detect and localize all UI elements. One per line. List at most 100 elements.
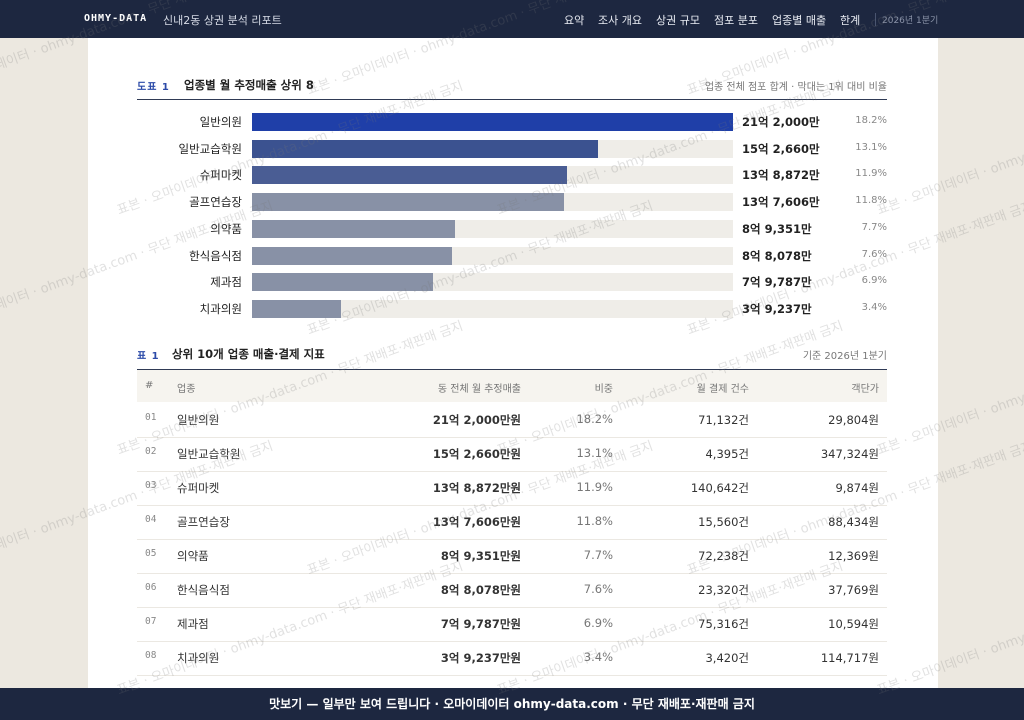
table-cell: 6.9% xyxy=(583,616,613,630)
nav-link[interactable]: 요약 xyxy=(564,14,585,27)
report-title: 신내2동 상권 분석 리포트 xyxy=(163,14,282,27)
bar xyxy=(252,139,599,158)
table-cell: 71,132건 xyxy=(698,413,749,427)
bar-value: 13억 7,606만 xyxy=(742,195,820,210)
table-cell: 일반의원 xyxy=(177,413,220,427)
table-cell: 3억 9,237만원 xyxy=(440,651,521,665)
table-cell: 08 xyxy=(145,650,157,661)
table-cell: 13억 8,872만원 xyxy=(432,481,521,495)
bar xyxy=(252,246,452,265)
bar xyxy=(252,299,342,318)
table-cell: 12,369원 xyxy=(828,549,879,563)
period: 2026년 1분기 xyxy=(875,13,938,26)
bar-share: 7.6% xyxy=(861,248,887,260)
table-cell: 4,395건 xyxy=(705,447,749,461)
row-line xyxy=(137,641,887,642)
nav-link[interactable]: 점포 분포 xyxy=(714,14,758,27)
table-cell: 3.4% xyxy=(583,650,613,664)
bar-value: 3억 9,237만 xyxy=(742,301,812,316)
table-cell: 3,420건 xyxy=(705,651,749,665)
table-cell: 15억 2,660만원 xyxy=(432,447,521,461)
bar-track xyxy=(252,299,733,318)
bar-label: 치과의원 xyxy=(199,301,242,316)
bar-share: 6.9% xyxy=(861,275,887,287)
bar-value: 21억 2,000만 xyxy=(742,115,820,129)
table-cell: 한식음식점 xyxy=(177,583,230,597)
bar-share: 13.1% xyxy=(855,141,887,153)
table-cell: 21억 2,000만원 xyxy=(432,413,521,427)
bar xyxy=(252,273,434,292)
bar xyxy=(252,219,455,238)
table-cell: 치과의원 xyxy=(177,651,220,665)
bar-label: 골프연습장 xyxy=(189,195,242,210)
column-header: 동 전체 월 추정매출 xyxy=(437,384,521,395)
table-cell: 06 xyxy=(145,582,157,593)
table-cell: 11.8% xyxy=(576,514,613,528)
table-rule xyxy=(137,369,887,370)
bar-label: 제과점 xyxy=(210,275,242,290)
column-header: # xyxy=(145,380,154,391)
row-line xyxy=(137,539,887,540)
row-line xyxy=(137,505,887,506)
nav-link[interactable]: 업종별 매출 xyxy=(772,14,827,27)
bar-label: 슈퍼마켓 xyxy=(199,168,242,183)
column-header: 업종 xyxy=(177,384,196,395)
bar-label: 의약품 xyxy=(210,221,242,236)
column-header: 비중 xyxy=(594,384,613,395)
bar-share: 18.2% xyxy=(855,115,887,126)
top-nav: OHMY-DATA 신내2동 상권 분석 리포트 요약 조사 개요 상권 규모 점포 … xyxy=(0,0,1024,38)
table-cell: 05 xyxy=(145,548,157,559)
figure-title: 업종별 월 추정매출 상위 8 xyxy=(184,78,314,92)
table-cell: 347,324원 xyxy=(820,447,879,461)
table-cell: 114,717원 xyxy=(820,651,879,665)
table-cell: 75,316건 xyxy=(698,617,749,631)
row-line xyxy=(137,607,887,608)
table-cell: 37,769원 xyxy=(828,583,879,597)
nav-link[interactable]: 상권 규모 xyxy=(656,14,700,27)
row-line xyxy=(137,437,887,438)
table-cell: 제과점 xyxy=(177,617,209,631)
bar xyxy=(252,193,565,212)
row-line xyxy=(137,471,887,472)
bar-share: 11.8% xyxy=(855,195,887,207)
table-number: 표 1 xyxy=(137,351,160,362)
brand[interactable]: OHMY-DATA xyxy=(84,13,148,24)
table-cell: 01 xyxy=(145,412,157,423)
nav-link[interactable]: 조사 개요 xyxy=(598,14,642,27)
table-cell: 72,238건 xyxy=(698,549,749,563)
table-cell: 7억 9,787만원 xyxy=(440,617,521,631)
column-header: 월 결제 건수 xyxy=(696,384,749,395)
table-cell: 88,434원 xyxy=(828,515,879,529)
table-cell: 07 xyxy=(145,616,157,627)
bar-value: 15억 2,660만 xyxy=(742,141,820,156)
figure-note: 업종 전체 점포 합계 · 막대는 1위 대비 비율 xyxy=(704,82,887,93)
table-cell: 8억 9,351만원 xyxy=(440,549,521,563)
table-cell: 골프연습장 xyxy=(177,515,230,529)
figure-rule xyxy=(137,99,887,100)
bar-share: 3.4% xyxy=(861,301,887,313)
table-cell: 7.7% xyxy=(583,548,613,562)
bar-label: 일반교습학원 xyxy=(178,141,242,156)
bar-label: 한식음식점 xyxy=(189,248,242,263)
table-note: 기준 2026년 1분기 xyxy=(802,351,887,362)
header-bg xyxy=(137,370,887,402)
bar-value: 8억 9,351만 xyxy=(742,221,812,236)
table-cell: 의약품 xyxy=(177,549,209,563)
table-cell: 02 xyxy=(145,446,157,457)
figure-number: 도표 1 xyxy=(137,82,170,93)
table-cell: 슈퍼마켓 xyxy=(177,481,220,495)
table-cell: 13.1% xyxy=(576,446,613,460)
table-cell: 15,560건 xyxy=(698,515,749,529)
bar xyxy=(252,166,568,185)
nav-link[interactable]: 한계 xyxy=(840,14,861,27)
footer-banner: 맛보기 — 일부만 보여 드립니다 · 오마이데이터 ohmy-data.com… xyxy=(0,688,1024,720)
bar xyxy=(252,113,733,131)
bar-value: 7억 9,787만 xyxy=(742,275,812,290)
bar-value: 13억 8,872만 xyxy=(742,168,820,183)
table-cell: 10,594원 xyxy=(828,617,879,631)
table-cell: 9,874원 xyxy=(835,481,879,495)
table-cell: 23,320건 xyxy=(698,583,749,597)
bar-share: 11.9% xyxy=(855,168,887,180)
bar-share: 7.7% xyxy=(861,221,887,233)
